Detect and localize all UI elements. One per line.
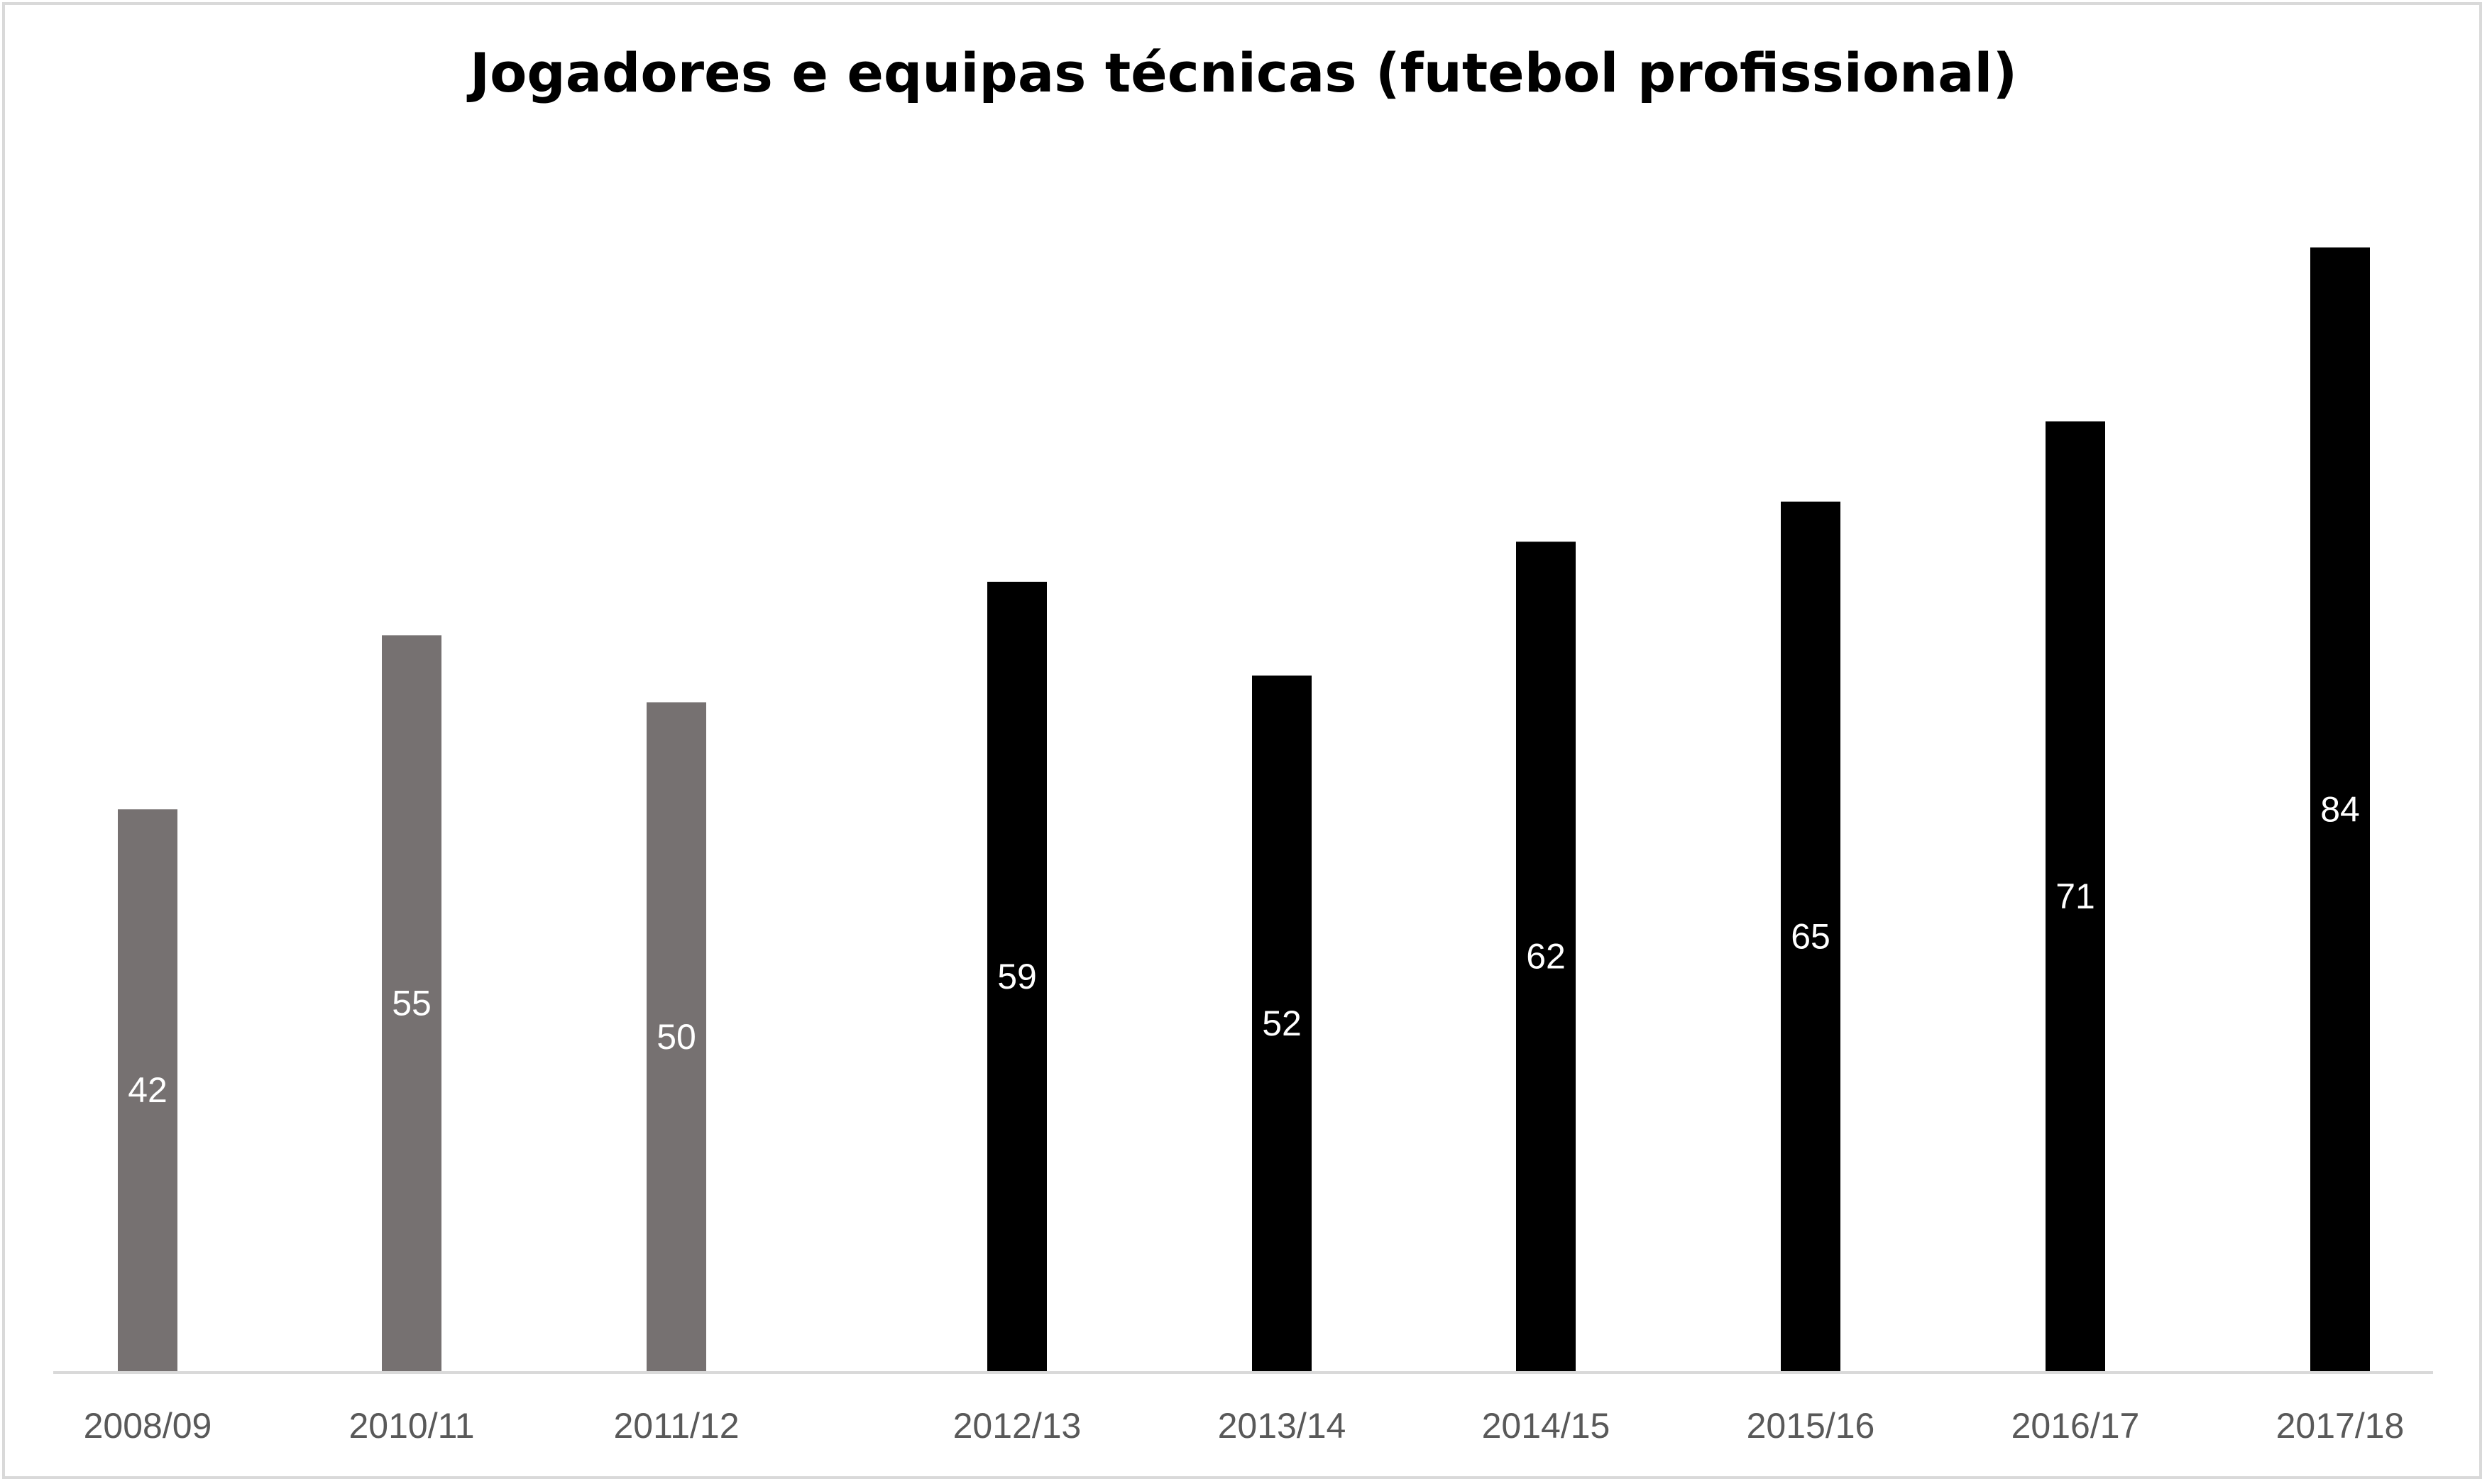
x-tick-label-2010-11: 2010/11: [348, 1406, 474, 1446]
x-tick-label-2014-15: 2014/15: [1482, 1406, 1610, 1446]
bar-2013-14: [1252, 675, 1312, 1371]
data-label-2014-15: 62: [1526, 937, 1566, 977]
data-label-2012-13: 59: [997, 957, 1037, 996]
data-label-2011-12: 50: [657, 1017, 696, 1057]
bar-2016-17: [2046, 421, 2105, 1371]
data-label-2017-18: 84: [2320, 789, 2360, 829]
data-label-2015-16: 65: [1791, 916, 1830, 956]
bar-2015-16: [1781, 501, 1840, 1371]
data-label-2013-14: 52: [1262, 1004, 1302, 1043]
x-tick-labels-layer: 2008/09 2010/11 2011/12 2012/13 2013/14 2014/…: [84, 1406, 2405, 1446]
bar-2012-13: [987, 581, 1047, 1371]
bar-2010-11: [382, 635, 441, 1371]
data-label-2008-09: 42: [128, 1070, 168, 1110]
x-tick-label-2011-12: 2011/12: [613, 1406, 739, 1446]
x-tick-label-2008-09: 2008/09: [84, 1406, 212, 1446]
bars-layer: [118, 247, 2370, 1372]
x-tick-label-2012-13: 2012/13: [953, 1406, 1082, 1446]
bar-2017-18: [2310, 247, 2370, 1372]
x-tick-label-2017-18: 2017/18: [2276, 1406, 2405, 1446]
x-tick-label-2016-17: 2016/17: [2011, 1406, 2140, 1446]
bar-2011-12: [647, 702, 706, 1371]
bar-2008-09: [118, 809, 177, 1371]
chart-title: Jogadores e equipas técnicas (futebol pr…: [469, 41, 2018, 104]
x-tick-label-2015-16: 2015/16: [1747, 1406, 1875, 1446]
data-label-2016-17: 71: [2055, 876, 2095, 916]
data-labels-layer: 42 55 50 59 52 62 65 71 84: [128, 789, 2360, 1110]
x-tick-label-2013-14: 2013/14: [1218, 1406, 1346, 1446]
bar-2014-15: [1516, 542, 1576, 1371]
data-label-2010-11: 55: [392, 984, 432, 1023]
